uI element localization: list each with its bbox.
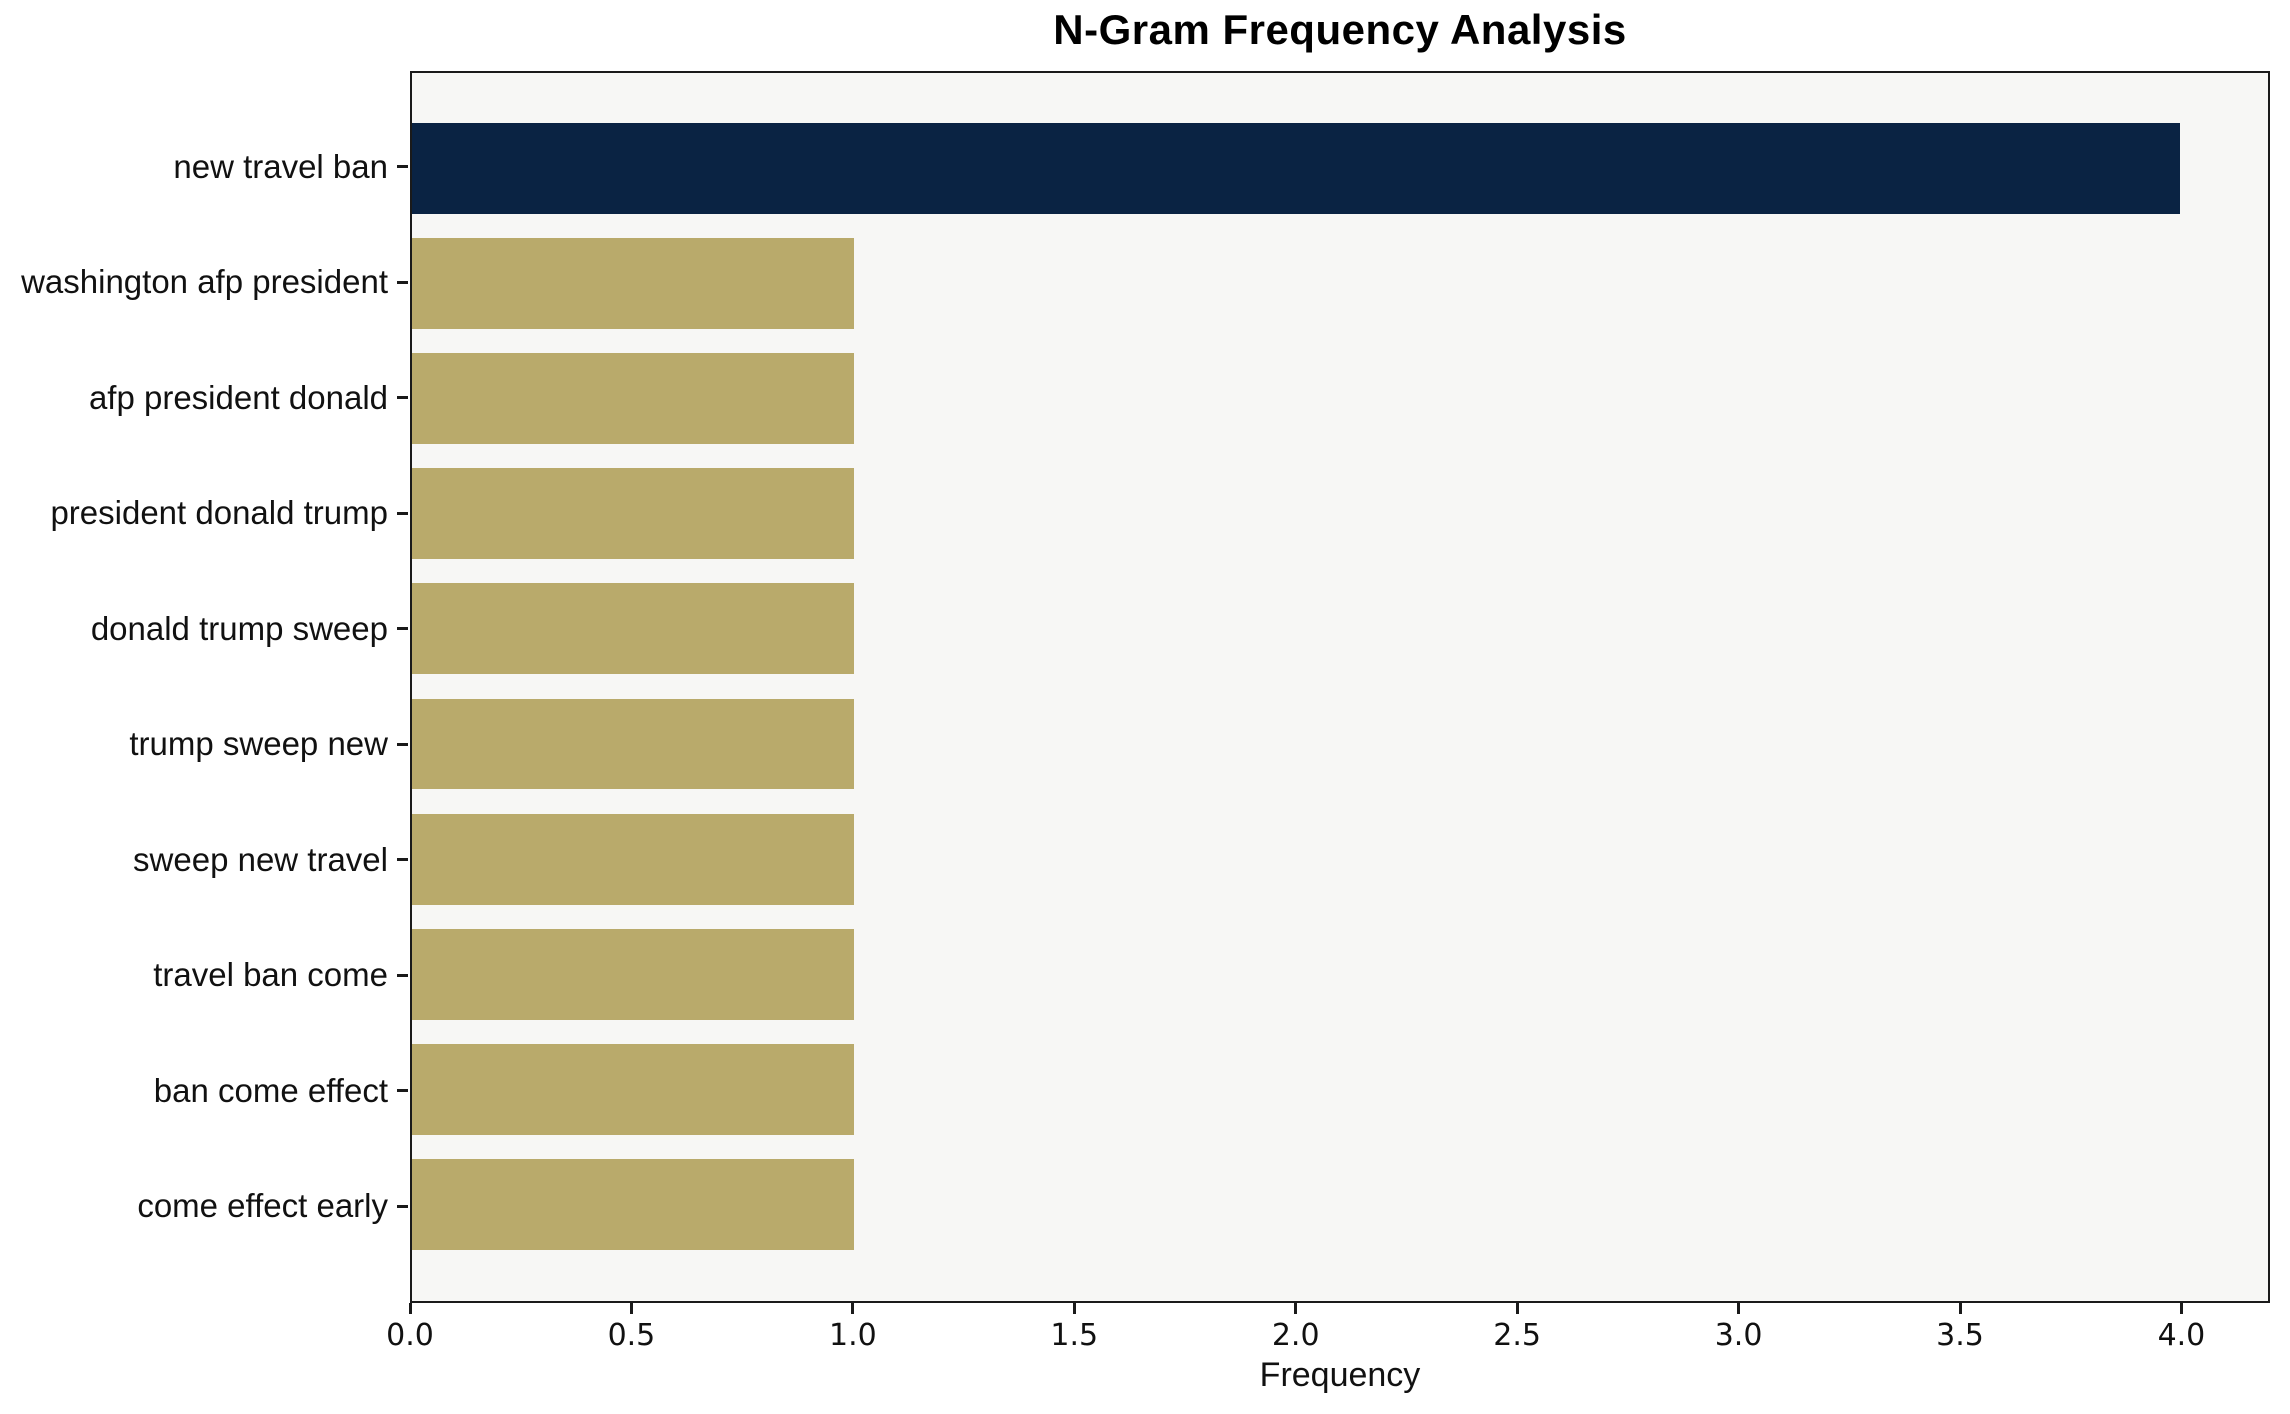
x-tick-mark	[1294, 1303, 1298, 1314]
y-tick-mark	[397, 396, 408, 400]
x-tick-label: 2.5	[1493, 1318, 1541, 1353]
bar-row	[412, 1032, 2268, 1147]
y-tick-label: new travel ban	[173, 147, 388, 185]
bar-afp-president-donald	[412, 353, 854, 445]
x-tick-label: 3.5	[1936, 1318, 1984, 1353]
y-label-row: travel ban come	[0, 918, 408, 1034]
y-tick-mark	[397, 742, 408, 746]
x-tick-label: 2.0	[1271, 1318, 1320, 1353]
bar-row	[412, 1147, 2268, 1262]
y-tick-label: travel ban come	[153, 956, 388, 994]
x-tick-mark	[1737, 1303, 1741, 1314]
y-tick-mark	[397, 858, 408, 862]
x-tick-mark	[1072, 1303, 1076, 1314]
x-tick-label: 1.0	[828, 1318, 877, 1353]
x-tick-label: 0.0	[386, 1318, 434, 1353]
y-tick-mark	[397, 1089, 408, 1093]
y-tick-mark	[397, 511, 408, 515]
bar-ban-come-effect	[412, 1043, 854, 1135]
y-axis-labels: new travel ban washington afp president af…	[0, 109, 408, 1264]
y-tick-label: ban come effect	[153, 1071, 388, 1109]
x-tick-mark	[1958, 1303, 1962, 1314]
bar-rows	[412, 111, 2268, 1262]
y-label-row: president donald trump	[0, 456, 408, 572]
bar-president-donald-trump	[412, 468, 854, 560]
y-label-row: come effect early	[0, 1149, 408, 1265]
bar-travel-ban-come	[412, 928, 854, 1020]
y-tick-mark	[397, 627, 408, 631]
chart-title: N-Gram Frequency Analysis	[1053, 6, 1627, 53]
y-label-row: ban come effect	[0, 1033, 408, 1149]
bar-come-effect-early	[412, 1158, 854, 1250]
x-tick-label: 4.0	[2157, 1318, 2206, 1353]
x-tick-mark	[629, 1303, 633, 1314]
x-axis: 0.0 0.5 1.0 1.5 2.0 2.5 3.0 3.5 4.0	[386, 1303, 2270, 1363]
y-tick-label: trump sweep new	[129, 725, 388, 763]
y-tick-label: sweep new travel	[133, 840, 388, 878]
x-axis-label: Frequency	[1259, 1356, 1421, 1394]
bar-row	[412, 341, 2268, 456]
bar-trump-sweep-new	[412, 698, 854, 790]
y-tick-mark	[397, 165, 408, 169]
bar-new-travel-ban	[412, 123, 2180, 214]
y-tick-label: afp president donald	[88, 378, 388, 416]
y-tick-label: donald trump sweep	[90, 609, 388, 647]
x-tick-mark	[408, 1303, 412, 1314]
y-label-row: washington afp president	[0, 225, 408, 341]
y-label-row: donald trump sweep	[0, 571, 408, 687]
y-tick-label: come effect early	[137, 1187, 388, 1225]
x-tick-label: 0.5	[607, 1318, 656, 1353]
y-tick-label: washington afp president	[21, 263, 388, 301]
bar-row	[412, 802, 2268, 917]
y-tick-label: president donald trump	[50, 494, 388, 532]
bar-donald-trump-sweep	[412, 583, 854, 675]
y-tick-mark	[397, 280, 408, 284]
x-tick-mark	[851, 1303, 855, 1314]
bar-sweep-new-travel	[412, 813, 854, 905]
y-tick-mark	[397, 973, 408, 977]
y-label-row: afp president donald	[0, 340, 408, 456]
bar-row	[412, 111, 2268, 226]
x-tick-label: 3.0	[1714, 1318, 1763, 1353]
y-label-row: sweep new travel	[0, 802, 408, 918]
bar-row	[412, 456, 2268, 571]
y-tick-mark	[397, 1204, 408, 1208]
bar-row	[412, 571, 2268, 686]
x-tick-label: 1.5	[1050, 1318, 1099, 1353]
bar-washington-afp-president	[412, 238, 854, 330]
x-tick-mark	[2179, 1303, 2183, 1314]
x-tick-mark	[1515, 1303, 1519, 1314]
bar-row	[412, 686, 2268, 801]
bar-row	[412, 226, 2268, 341]
y-label-row: trump sweep new	[0, 687, 408, 803]
bar-row	[412, 917, 2268, 1032]
y-label-row: new travel ban	[0, 109, 408, 225]
plot-area	[410, 71, 2270, 1303]
